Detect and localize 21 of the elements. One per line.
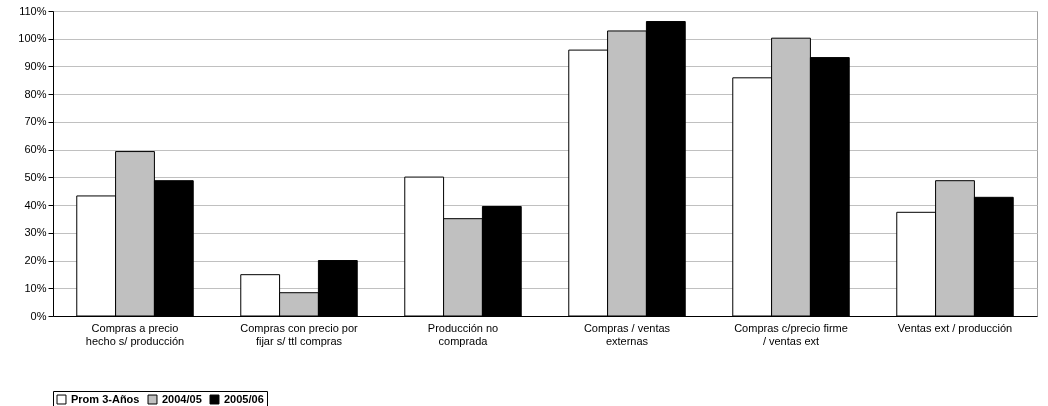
y-tick-label: 80% xyxy=(24,87,47,100)
y-tick-label: 100% xyxy=(18,32,47,45)
y-tick-label: 90% xyxy=(24,59,47,72)
x-tick-label: Compras con precio por fijar s/ ttl compras xyxy=(240,321,359,347)
y-tick-label: 50% xyxy=(24,170,47,183)
y-tick-label: 20% xyxy=(24,254,47,267)
x-tick-label: Compras a precio hecho s/ producción xyxy=(85,321,185,347)
y-tick-label: 30% xyxy=(24,226,47,239)
legend-label: Prom 3-Años xyxy=(71,392,140,405)
x-tick-label: Ventas ext / producción xyxy=(897,321,1013,334)
y-tick-label: 10% xyxy=(24,281,47,294)
x-tick-label: Producción no comprada xyxy=(427,321,499,347)
x-tick-label: Compras / ventas externas xyxy=(583,321,671,347)
y-tick-label: 70% xyxy=(24,115,47,128)
y-tick-label: 0% xyxy=(30,309,47,322)
y-tick-label: 40% xyxy=(24,198,47,211)
x-tick-label: Compras c/precio firme / ventas ext xyxy=(734,321,848,347)
legend-label: 2004/05 xyxy=(162,392,202,405)
legend-label: 2005/06 xyxy=(224,392,264,405)
y-tick-label: 60% xyxy=(24,143,47,156)
y-tick-label: 110% xyxy=(19,4,47,17)
